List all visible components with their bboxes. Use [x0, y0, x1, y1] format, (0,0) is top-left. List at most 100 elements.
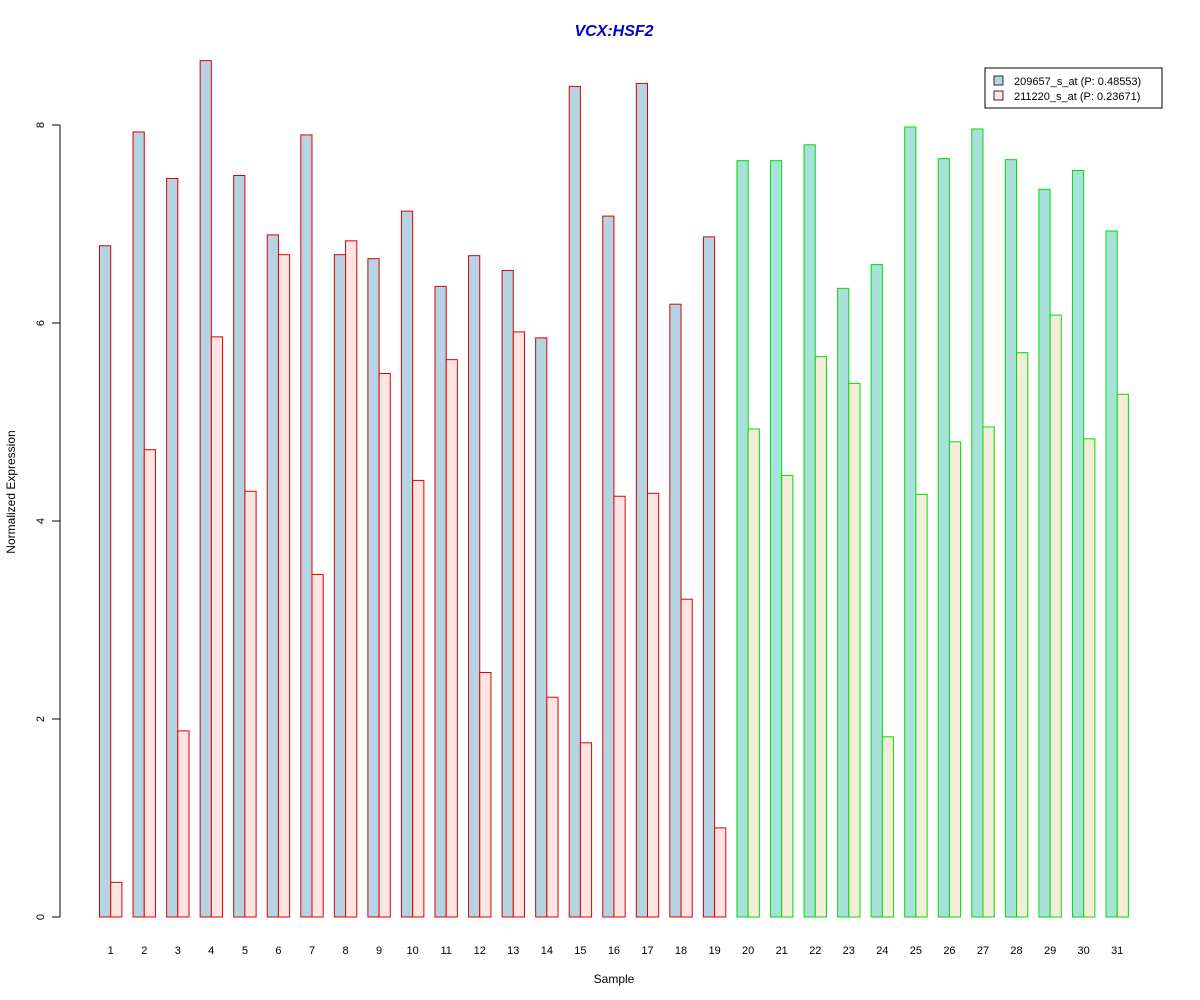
- bar-series-2-sample-21: [781, 474, 794, 918]
- y-axis: 0 2 4 6 8: [35, 122, 61, 920]
- bar-series-2-sample-10: [412, 479, 425, 918]
- x-tick-label: 27: [977, 945, 989, 957]
- bar-series-2-sample-26: [948, 441, 962, 918]
- x-tick-label: 25: [910, 945, 922, 957]
- x-tick-label: 9: [376, 945, 382, 957]
- bar-series-2-sample-28: [1016, 352, 1029, 918]
- x-tick-label: 2: [141, 945, 147, 957]
- bar-series-1-sample-7: [300, 134, 313, 918]
- bar-series-2-sample-6: [277, 254, 291, 918]
- bar-series-2-sample-25: [915, 493, 928, 918]
- bar-series-1-sample-11: [434, 285, 447, 918]
- bar-series-1-sample-6: [266, 234, 279, 918]
- bars: [99, 60, 1129, 918]
- x-tick-label: 6: [275, 945, 281, 957]
- bar-series-2-sample-20: [747, 428, 760, 918]
- y-tick-label: 4: [35, 518, 47, 524]
- bar-series-2-sample-4: [210, 336, 224, 918]
- bar-series-1-sample-15: [568, 85, 581, 918]
- bar-series-1-sample-16: [602, 215, 615, 918]
- x-tick-label: 29: [1044, 945, 1056, 957]
- bar-series-2-sample-16: [613, 495, 626, 918]
- x-tick-label: 24: [876, 945, 888, 957]
- bar-series-2-sample-1: [110, 881, 123, 918]
- bar-series-2-sample-19: [714, 827, 727, 918]
- bar-series-2-sample-23: [848, 382, 861, 918]
- y-tick-label: 6: [35, 320, 47, 326]
- bar-series-1-sample-22: [803, 144, 816, 918]
- y-tick-label: 2: [35, 716, 47, 722]
- bar-series-1-sample-23: [837, 287, 850, 918]
- bar-series-1-sample-31: [1105, 230, 1118, 918]
- bar-series-2-sample-22: [814, 356, 827, 918]
- bar-series-1-sample-20: [736, 160, 749, 918]
- bar-series-2-sample-5: [244, 490, 257, 918]
- x-tick-label: 11: [440, 945, 451, 957]
- bar-series-2-sample-31: [1116, 393, 1129, 918]
- bar-series-2-sample-12: [479, 671, 492, 918]
- x-tick-label: 16: [608, 945, 620, 957]
- bar-series-2-sample-24: [881, 736, 895, 918]
- legend-box: [984, 67, 1163, 109]
- bar-series-1-sample-12: [468, 255, 481, 918]
- x-tick-labels: 1 2 3 4 5 6 7 8 9 10 11 12 13 14 15 16 17 18 19 20 21 22 23 24 2…: [108, 945, 1124, 957]
- x-tick-label: 7: [309, 945, 315, 957]
- x-tick-label: 15: [574, 945, 586, 957]
- y-tick-label: 8: [35, 122, 47, 128]
- legend-label-series-1: 209657_s_at (P: 0.48553): [1014, 76, 1141, 88]
- x-tick-label: 20: [742, 945, 754, 957]
- x-tick-label: 18: [675, 945, 687, 957]
- bar-series-1-sample-27: [971, 128, 984, 918]
- x-tick-label: 1: [108, 945, 114, 957]
- x-tick-label: 19: [708, 945, 720, 957]
- bar-series-2-sample-9: [378, 372, 391, 918]
- x-tick-label: 22: [809, 945, 821, 957]
- x-tick-label: 31: [1111, 945, 1123, 957]
- x-tick-label: 12: [474, 945, 486, 957]
- bar-series-2-sample-14: [546, 696, 559, 918]
- bar-series-2-sample-27: [982, 426, 995, 918]
- bar-series-1-sample-8: [333, 254, 347, 918]
- bar-series-2-sample-13: [512, 331, 525, 918]
- bar-series-1-sample-29: [1038, 188, 1051, 918]
- bar-series-2-sample-3: [177, 730, 190, 918]
- bar-series-1-sample-2: [132, 131, 145, 918]
- x-tick-label: 23: [843, 945, 855, 957]
- x-tick-label: 8: [342, 945, 348, 957]
- bar-series-1-sample-10: [400, 210, 414, 918]
- legend-label-series-2: 211220_s_at (P: 0.23671): [1014, 91, 1140, 103]
- x-tick-label: 21: [776, 945, 788, 957]
- legend-swatch-series-1: [993, 75, 1004, 86]
- bar-series-2-sample-7: [311, 573, 324, 918]
- bar-series-1-sample-17: [635, 82, 648, 918]
- x-axis-label: Sample: [594, 972, 635, 986]
- x-tick-label: 28: [1010, 945, 1022, 957]
- bar-series-1-sample-9: [367, 258, 380, 918]
- bar-series-2-sample-11: [445, 359, 458, 918]
- x-tick-label: 30: [1078, 945, 1090, 957]
- bar-series-1-sample-1: [99, 245, 112, 918]
- y-ticks: 0 2 4 6 8: [35, 122, 60, 920]
- bar-series-1-sample-3: [166, 177, 179, 918]
- x-tick-label: 17: [641, 945, 653, 957]
- x-tick-label: 10: [407, 945, 419, 957]
- bar-series-2-sample-8: [345, 240, 358, 918]
- legend: 209657_s_at (P: 0.48553) 211220_s_at (P:…: [984, 67, 1163, 109]
- bar-series-2-sample-2: [143, 449, 156, 918]
- x-tick-label: 13: [507, 945, 519, 957]
- bar-series-2-sample-30: [1083, 438, 1096, 918]
- x-tick-label: 5: [242, 945, 248, 957]
- x-tick-label: 14: [541, 945, 553, 957]
- y-tick-label: 0: [35, 914, 47, 920]
- chart-title: VCX:HSF2: [574, 23, 653, 40]
- y-axis-label: Normalized Expression: [4, 430, 18, 553]
- bar-series-1-sample-28: [1004, 159, 1018, 918]
- x-tick-label: 3: [175, 945, 181, 957]
- legend-swatch-series-2: [993, 90, 1004, 101]
- bar-series-1-sample-30: [1071, 170, 1085, 918]
- bar-series-1-sample-4: [199, 60, 212, 918]
- bar-series-2-sample-29: [1049, 314, 1062, 918]
- bar-series-1-sample-21: [770, 160, 783, 918]
- bar-series-1-sample-14: [535, 337, 548, 918]
